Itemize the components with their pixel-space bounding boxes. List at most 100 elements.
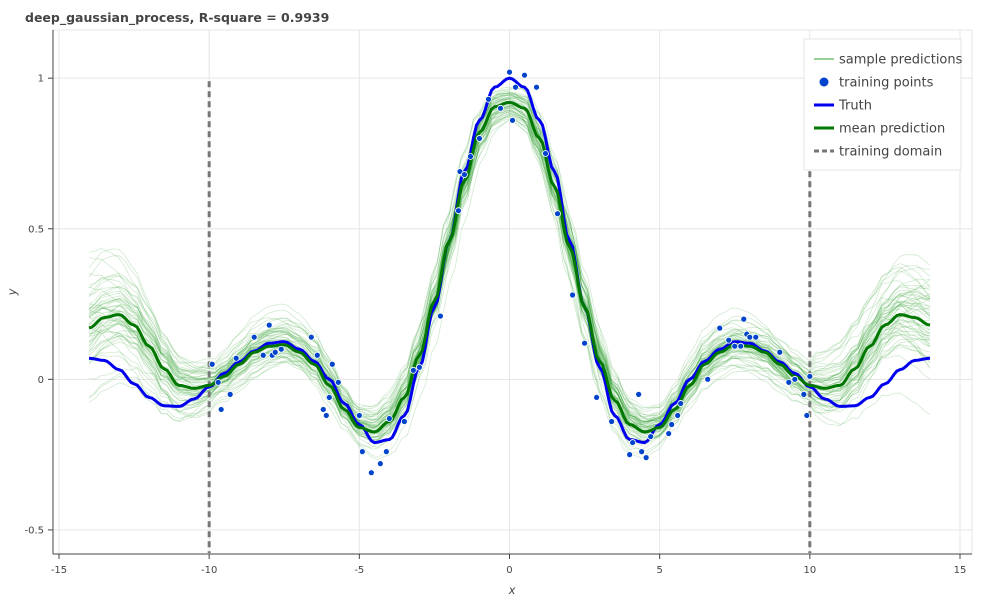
y-axis-label: y (5, 288, 19, 296)
y-tick-label: 0 (38, 375, 44, 386)
training-point (716, 324, 724, 332)
training-point (214, 378, 222, 386)
training-point (461, 171, 468, 178)
x-tick-label: -10 (201, 565, 217, 576)
main-lines-group (88, 76, 931, 445)
sample-prediction-line (88, 91, 931, 450)
training-point (334, 378, 342, 386)
sample-prediction-line (88, 87, 931, 443)
sample-prediction-line (88, 87, 931, 441)
training-point (367, 469, 375, 477)
truth-line (88, 76, 931, 445)
training-point (791, 375, 799, 383)
training-point (259, 351, 267, 359)
legend-label: training domain (839, 145, 942, 160)
training-point (232, 354, 240, 362)
sample-prediction-line (88, 96, 931, 432)
x-tick-label: 15 (954, 565, 967, 576)
training-point (265, 321, 273, 329)
training-point (740, 315, 748, 323)
training-point (785, 378, 793, 386)
training-point (806, 372, 814, 380)
training-point (704, 375, 712, 383)
training-point (322, 412, 330, 419)
chart-title: deep_gaussian_process, R-square = 0.9939 (25, 10, 330, 25)
y-tick-label: 1 (38, 74, 44, 85)
training-point (355, 412, 363, 419)
training-point (593, 394, 600, 401)
training-domain-group (207, 81, 812, 553)
training-point (455, 207, 462, 215)
training-point (319, 406, 327, 413)
training-point (307, 333, 315, 341)
sample-prediction-line (88, 92, 931, 424)
legend: sample predictions training points Truth me… (803, 38, 963, 171)
sample-prediction-line (88, 96, 931, 432)
sample-prediction-line (88, 87, 931, 436)
sample-prediction-line (88, 105, 931, 448)
training-point (638, 448, 646, 456)
training-point (415, 363, 423, 371)
training-point (635, 390, 643, 398)
training-point (467, 153, 474, 160)
y-tick-label: -0.5 (24, 525, 44, 536)
training-point (629, 439, 637, 446)
training-point (400, 418, 408, 425)
training-point (626, 451, 634, 459)
training-point (476, 135, 483, 142)
sample-prediction-line (88, 107, 931, 429)
legend-label: Truth (838, 99, 872, 114)
mean-prediction-line (88, 100, 931, 434)
x-tick-label: 10 (803, 565, 816, 576)
sample-prediction-line (88, 98, 931, 439)
training-point (665, 430, 673, 437)
sample-prediction-line (88, 94, 931, 426)
training-point (752, 333, 760, 341)
training-point (569, 291, 576, 299)
training-point (358, 448, 366, 456)
sample-prediction-line (88, 118, 931, 446)
y-tick-label: 0.5 (28, 224, 44, 235)
training-point (512, 83, 519, 91)
sample-prediction-line (88, 115, 931, 456)
training-point (313, 351, 321, 359)
training-point (542, 150, 549, 157)
training-point (647, 433, 655, 440)
training-point (485, 95, 492, 103)
training-point (521, 71, 528, 79)
training-point (250, 333, 258, 341)
training-point (737, 342, 745, 350)
sample-prediction-line (88, 115, 931, 428)
training-point (509, 116, 516, 124)
training-point (325, 394, 333, 401)
training-points-group (208, 68, 814, 477)
training-point (731, 342, 739, 350)
sample-prediction-line (88, 116, 931, 411)
training-point (277, 345, 285, 353)
training-point (608, 418, 616, 425)
training-point (800, 390, 808, 398)
training-point (668, 421, 676, 428)
sample-prediction-line (88, 109, 931, 418)
training-point (725, 336, 733, 344)
training-point (506, 68, 513, 76)
training-point (581, 339, 588, 347)
sample-prediction-line (88, 97, 931, 428)
training-point (271, 348, 279, 356)
x-tick-label: -5 (354, 565, 364, 576)
training-point (437, 312, 444, 320)
sample-prediction-line (88, 93, 931, 422)
training-point (217, 406, 225, 413)
training-point (385, 415, 393, 422)
training-point (533, 83, 540, 91)
training-point (746, 333, 754, 341)
axes-group: -15 -10 -5 0 5 10 15 -0.5 0 0.5 1 (24, 30, 972, 576)
training-point (409, 366, 417, 374)
training-point (677, 400, 685, 407)
training-point (642, 454, 650, 462)
training-point (328, 360, 336, 368)
x-axis-label: x (508, 583, 516, 597)
legend-label: training points (839, 76, 934, 91)
x-tick-label: 5 (656, 565, 662, 576)
